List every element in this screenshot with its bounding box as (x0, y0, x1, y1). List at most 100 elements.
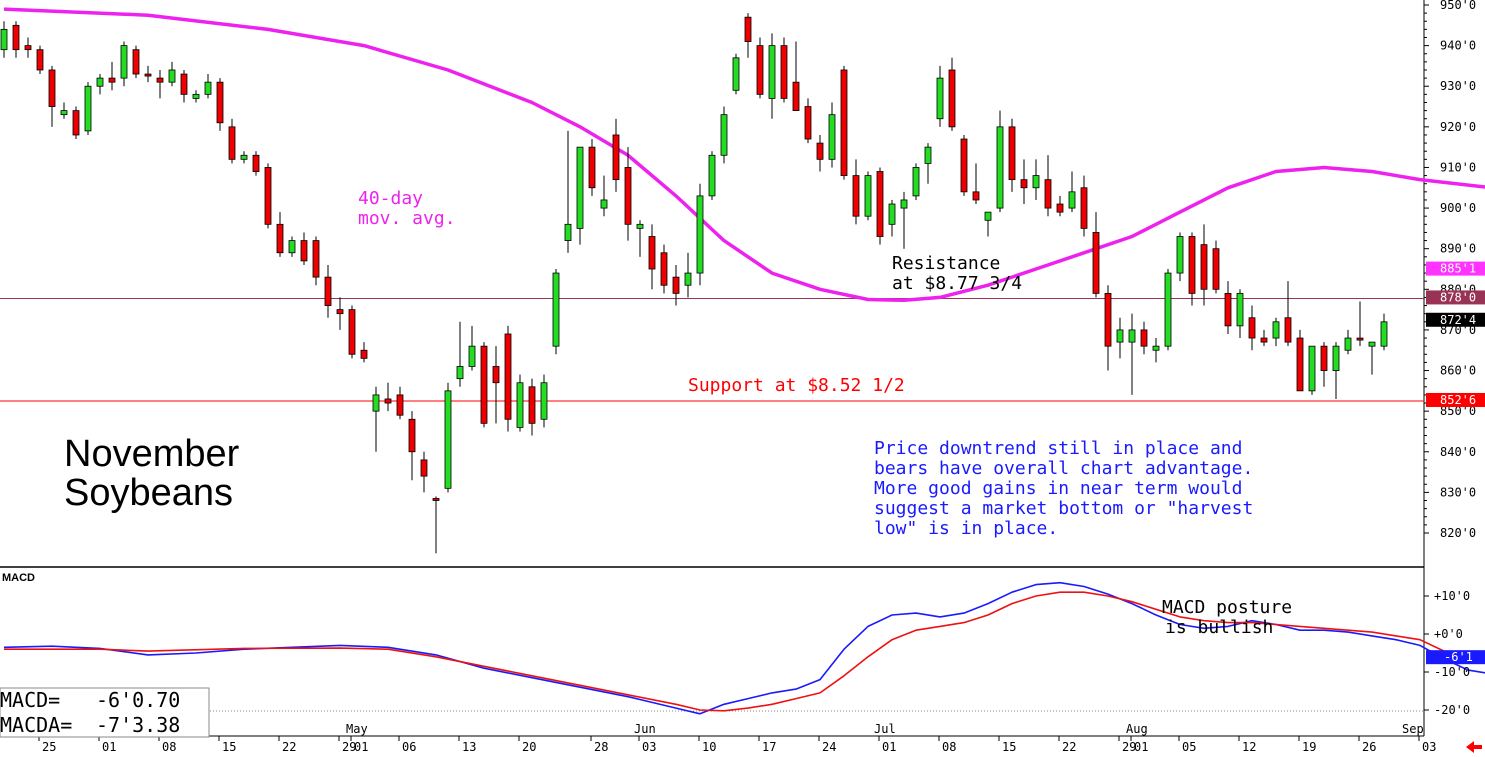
month-label: May (346, 722, 368, 736)
candle-body (636, 223, 644, 229)
candle (540, 374, 548, 428)
candle-body (1128, 329, 1136, 343)
price-tick-label: 900'0 (1440, 201, 1476, 215)
candle (1332, 342, 1340, 399)
date-tick-label: 08 (162, 740, 176, 754)
candle (1056, 195, 1064, 217)
candle-body (204, 81, 212, 95)
candle-body (1008, 126, 1016, 181)
macd-series-macda (4, 591, 1485, 712)
candle-body (564, 223, 572, 241)
candle-body (876, 171, 884, 237)
candle-body (996, 126, 1004, 209)
candle-body (960, 138, 968, 193)
candle (348, 305, 356, 359)
date-tick-label: 01 (354, 740, 368, 754)
candle (564, 130, 572, 253)
candle (264, 163, 272, 229)
date-tick-label: 03 (1422, 740, 1436, 754)
candle-body (420, 459, 428, 477)
candle-body (72, 110, 80, 136)
candle (12, 21, 20, 58)
candle (792, 41, 800, 111)
candle (336, 297, 344, 330)
candle (756, 37, 764, 99)
candle (1380, 313, 1388, 351)
date-tick-label: 17 (762, 740, 776, 754)
date-tick-label: 22 (1062, 740, 1076, 754)
candle-body (1020, 179, 1028, 189)
candle (1260, 329, 1268, 347)
candle-body (1056, 203, 1064, 213)
candle-body (1032, 175, 1040, 189)
commentary-line-1: Price downtrend still in place and (874, 438, 1242, 459)
candle-body (1284, 317, 1292, 343)
candle-body (1356, 337, 1364, 341)
candle (444, 382, 452, 493)
candle (456, 321, 464, 387)
candle (132, 45, 140, 79)
candle (192, 90, 200, 103)
candle (1140, 321, 1148, 355)
candle-body (528, 386, 536, 424)
candle (816, 134, 824, 172)
candle-body (828, 114, 836, 160)
candle (432, 496, 440, 554)
candle (120, 41, 128, 87)
candle (1200, 224, 1208, 306)
commentary-line-4: suggest a market bottom or "harvest (874, 498, 1253, 519)
candle (1008, 118, 1016, 192)
candle (1212, 240, 1220, 294)
date-tick-label: 19 (1302, 740, 1316, 754)
candle (708, 151, 716, 200)
price-tick-label: 890'0 (1440, 242, 1476, 256)
candle-body (900, 199, 908, 209)
price-tick-label: 920'0 (1440, 120, 1476, 134)
candle-body (576, 146, 584, 229)
candle-body (1296, 337, 1304, 392)
candle (672, 264, 680, 306)
candle-body (1188, 236, 1196, 294)
date-tick-label: 15 (1002, 740, 1016, 754)
candle-body (648, 236, 656, 270)
candle-body (456, 366, 464, 380)
candle (1128, 313, 1136, 395)
candle (72, 106, 80, 140)
candle-body (1212, 248, 1220, 290)
macda-readout-value: -7'3.38 (96, 713, 180, 737)
candle-body (864, 175, 872, 217)
candle (360, 342, 368, 363)
candle (1308, 345, 1316, 395)
candle-body (60, 110, 68, 116)
candle-body (240, 154, 248, 160)
candle-body (312, 240, 320, 278)
date-tick-label: 22 (282, 740, 296, 754)
candle-body (720, 114, 728, 156)
candle (840, 65, 848, 180)
date-tick-label: 29 (342, 740, 356, 754)
candle-body (252, 154, 260, 172)
candle (204, 74, 212, 99)
candle (276, 212, 284, 257)
candle (324, 264, 332, 318)
macd-tick-label: -20'0 (1434, 703, 1470, 717)
scroll-left-arrow-icon[interactable] (1466, 741, 1482, 753)
candle-body (360, 349, 368, 359)
price-badge-label: 872'4 (1440, 313, 1476, 327)
candle (492, 346, 500, 424)
commentary-line-2: bears have overall chart advantage. (874, 458, 1253, 479)
candle (480, 342, 488, 428)
candle (1068, 171, 1076, 213)
month-label: Jul (874, 722, 896, 736)
macd-badge-label: -6'1 (1444, 650, 1473, 664)
candle-body (984, 211, 992, 221)
price-tick-label: 930'0 (1440, 79, 1476, 93)
candle-body (288, 240, 296, 254)
candle-body (1320, 345, 1328, 371)
candle (948, 57, 956, 131)
candle-body (624, 167, 632, 225)
candle-body (600, 199, 608, 209)
candle (1296, 329, 1304, 392)
support-label: Support at $8.52 1/2 (688, 375, 905, 396)
chart-title-line-1: November (64, 433, 240, 475)
